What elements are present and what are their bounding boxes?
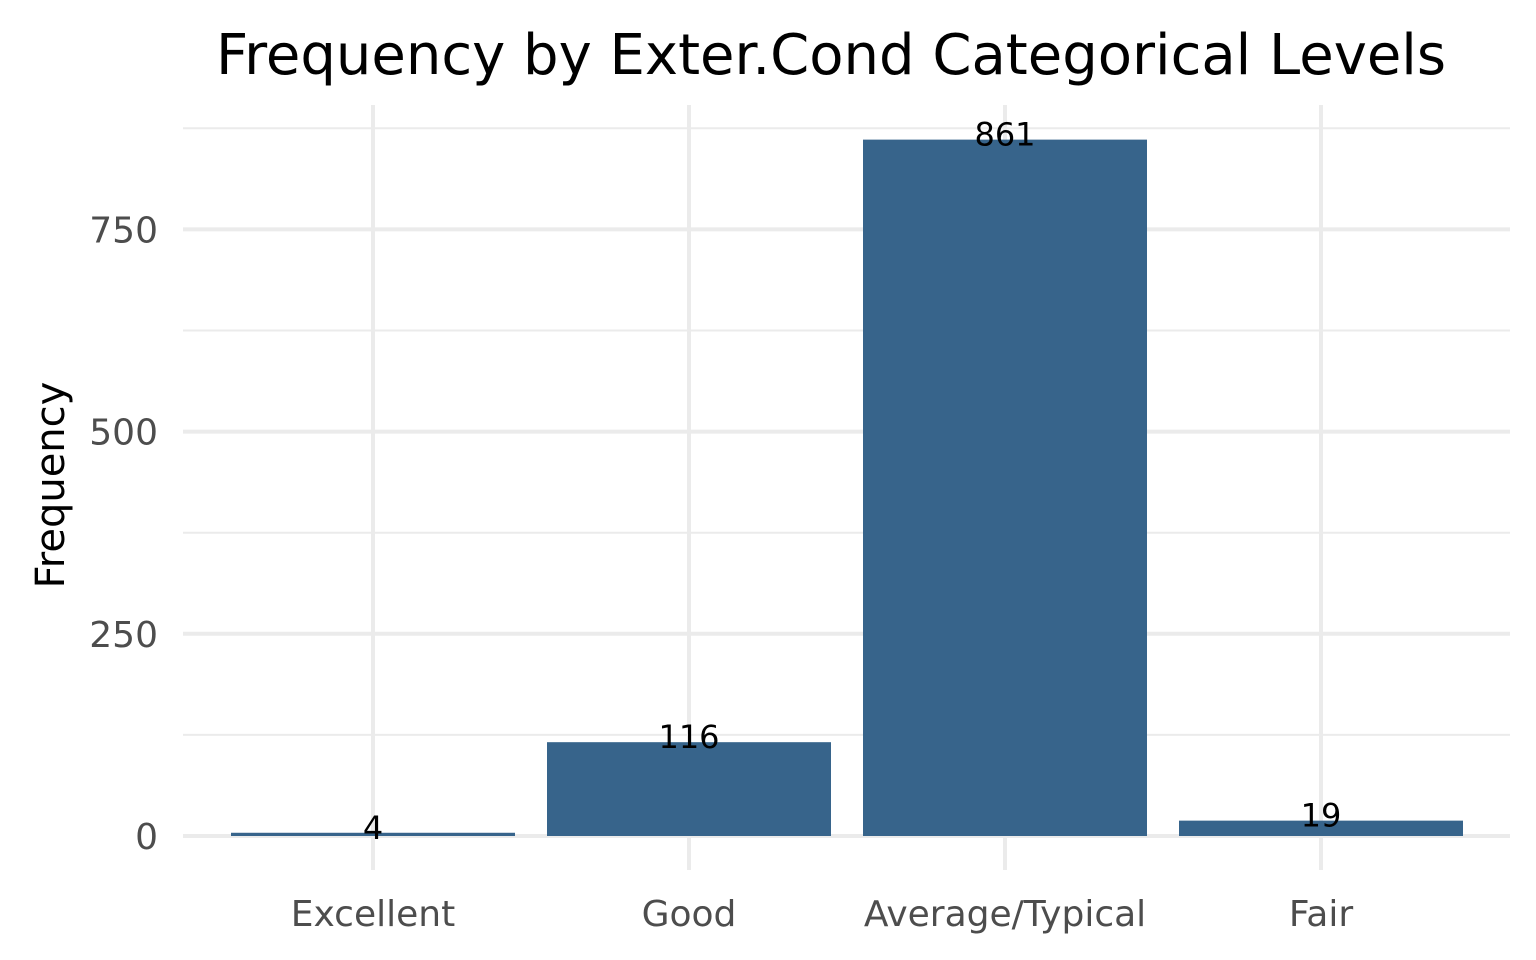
grid-lines — [183, 105, 1510, 870]
x-axis-ticks: Excellent Good Average/Typical Fair — [291, 894, 1354, 935]
x-tick-label: Excellent — [291, 894, 455, 935]
chart-title: Frequency by Exter.Cond Categorical Leve… — [216, 23, 1446, 88]
y-tick-label: 250 — [89, 615, 158, 656]
y-tick-label: 500 — [89, 413, 158, 454]
y-axis-title: Frequency — [28, 382, 74, 589]
bars — [231, 139, 1463, 837]
data-label: 116 — [658, 718, 719, 756]
y-tick-label: 0 — [135, 817, 158, 858]
bar-fair — [1179, 820, 1463, 836]
data-label: 4 — [363, 809, 383, 847]
data-label: 861 — [974, 116, 1035, 154]
data-labels: 4 116 861 19 — [363, 116, 1342, 847]
bar-excellent — [231, 832, 515, 836]
x-tick-label: Fair — [1289, 894, 1353, 935]
bar-good — [547, 742, 831, 836]
x-tick-label: Average/Typical — [864, 894, 1146, 935]
y-tick-label: 750 — [89, 210, 158, 251]
bar-average-typical — [863, 139, 1147, 837]
y-axis-ticks: 0 250 500 750 — [89, 210, 158, 858]
data-label: 19 — [1301, 797, 1342, 835]
x-tick-label: Good — [642, 894, 737, 935]
